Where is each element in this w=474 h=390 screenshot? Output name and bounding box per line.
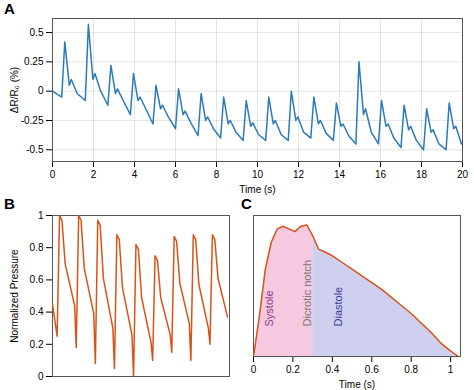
svg-text:Time (s): Time (s) <box>239 184 275 195</box>
html-text:C: C <box>241 195 252 212</box>
svg-text:ΔR/R₀ (%): ΔR/R₀ (%) <box>9 67 20 113</box>
svg-text:10: 10 <box>252 169 264 180</box>
svg-text:4: 4 <box>132 169 138 180</box>
svg-text:14: 14 <box>334 169 346 180</box>
svg-text:20: 20 <box>457 169 469 180</box>
svg-text:0.8: 0.8 <box>30 242 44 253</box>
svg-text:-0.25: -0.25 <box>21 115 44 126</box>
svg-text:1: 1 <box>38 210 44 221</box>
svg-text:Time (s): Time (s) <box>339 379 375 390</box>
svg-text:-0.5: -0.5 <box>26 144 44 155</box>
svg-text:0.2: 0.2 <box>30 339 44 350</box>
svg-text:12: 12 <box>293 169 305 180</box>
svg-text:0.4: 0.4 <box>30 306 44 317</box>
svg-text:0.8: 0.8 <box>404 364 418 375</box>
svg-text:8: 8 <box>214 169 220 180</box>
svg-text:18: 18 <box>416 169 428 180</box>
svg-text:0.6: 0.6 <box>365 364 379 375</box>
svg-text:6: 6 <box>173 169 179 180</box>
svg-text:Diastole: Diastole <box>332 287 344 327</box>
html-text:A: A <box>4 0 15 17</box>
svg-text:0.4: 0.4 <box>325 364 339 375</box>
svg-text:Normalized Pressure: Normalized Pressure <box>9 249 20 343</box>
svg-text:0: 0 <box>38 85 44 96</box>
svg-text:0: 0 <box>50 169 56 180</box>
svg-text:1: 1 <box>448 364 454 375</box>
svg-text:0.25: 0.25 <box>24 56 44 67</box>
svg-text:0.2: 0.2 <box>286 364 300 375</box>
svg-text:Systole: Systole <box>263 290 275 326</box>
svg-text:16: 16 <box>375 169 387 180</box>
svg-text:0.6: 0.6 <box>30 274 44 285</box>
svg-text:2: 2 <box>91 169 97 180</box>
html-text:B: B <box>4 195 15 212</box>
svg-text:Dicrotic notch: Dicrotic notch <box>301 260 313 327</box>
svg-text:0: 0 <box>38 371 44 382</box>
svg-text:0: 0 <box>251 364 257 375</box>
svg-text:0.5: 0.5 <box>30 27 44 38</box>
